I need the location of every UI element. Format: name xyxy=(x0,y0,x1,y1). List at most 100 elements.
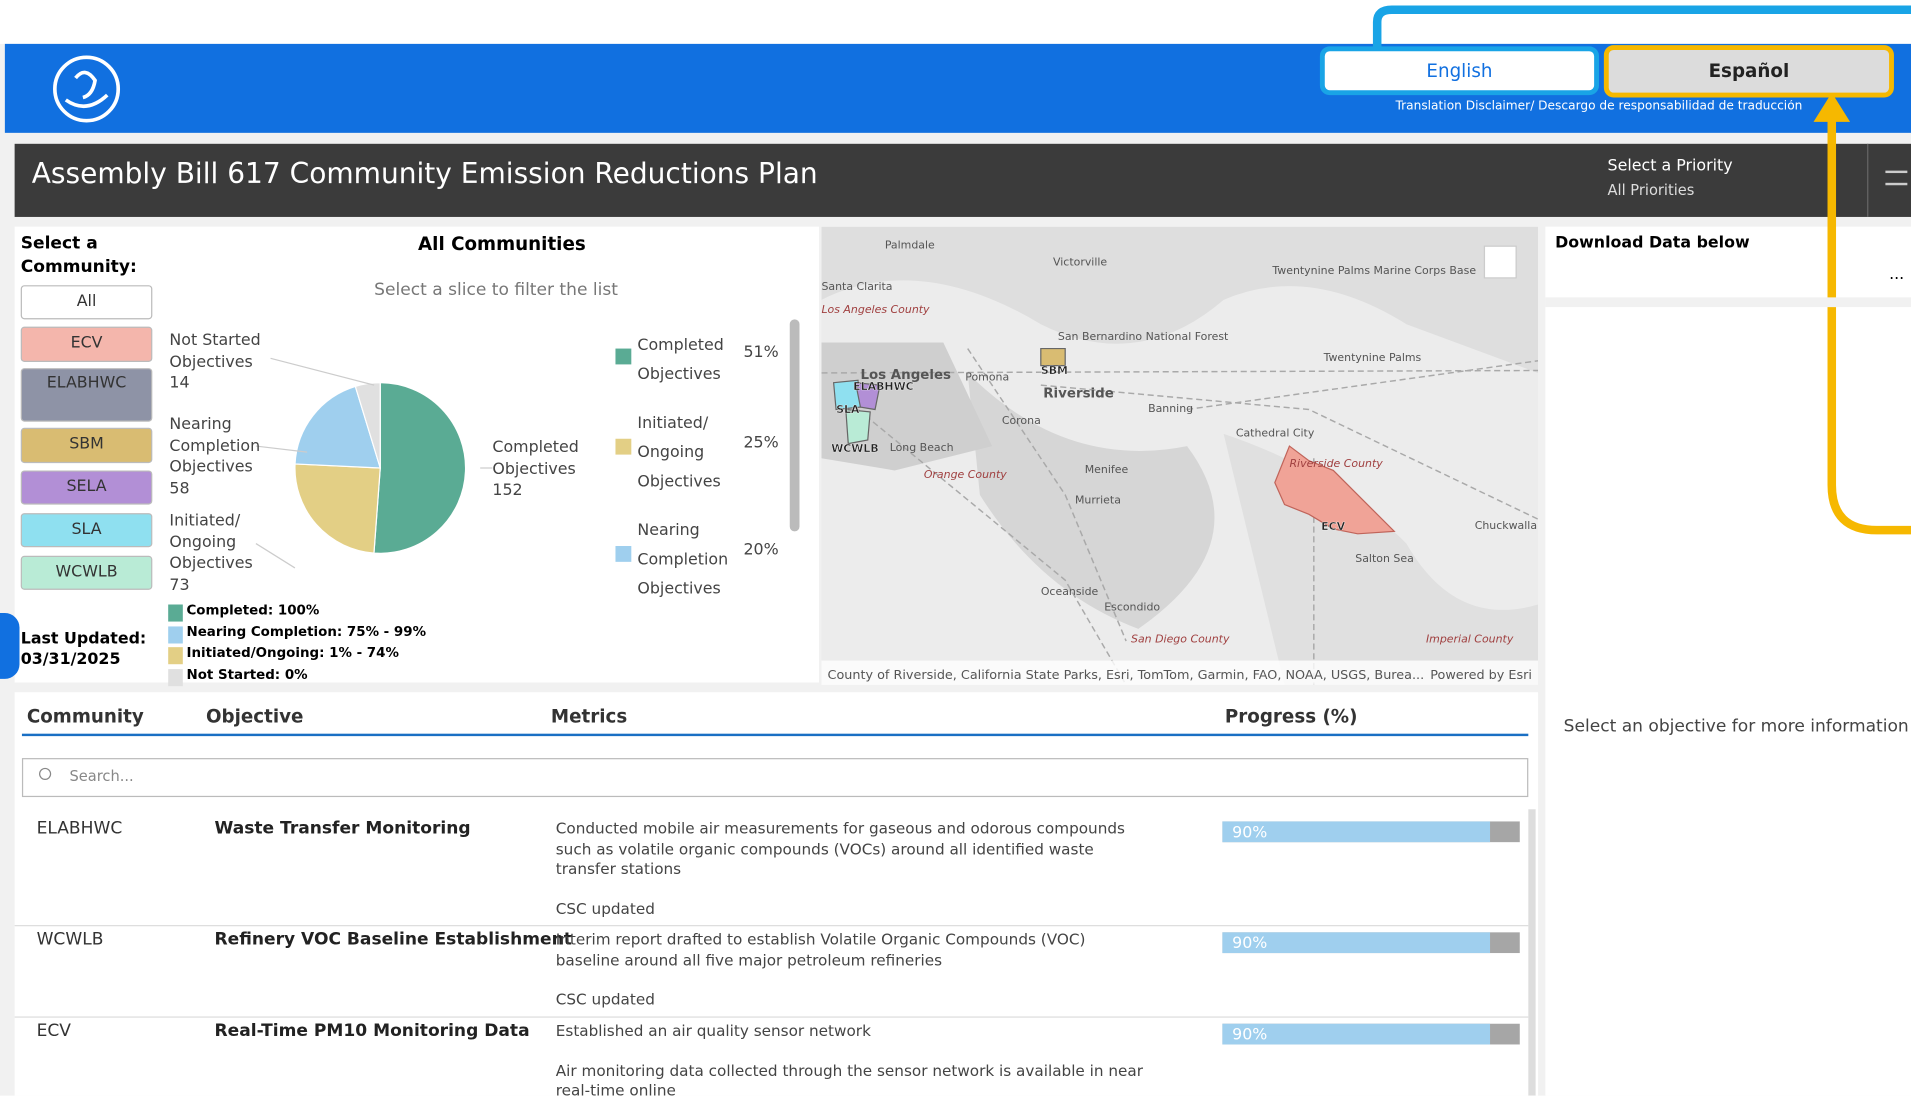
legend-text[interactable]: Initiated/ Ongoing Objectives xyxy=(637,410,737,498)
map-label: ELABHWC xyxy=(853,380,914,393)
column-header[interactable]: Objective xyxy=(206,706,303,728)
language-button[interactable]: Español xyxy=(1604,45,1894,97)
side-divider xyxy=(1545,297,1911,307)
header-underline xyxy=(22,734,1528,736)
map-label: Santa Clarita xyxy=(821,280,892,293)
map-label: Escondido xyxy=(1104,601,1160,614)
selector-label: Select a Community: xyxy=(21,233,137,279)
community-button[interactable]: SBM xyxy=(21,428,153,463)
search-icon xyxy=(39,768,51,780)
search-placeholder: Search... xyxy=(69,768,133,785)
map-label: Banning xyxy=(1148,402,1193,415)
map-label: Orange County xyxy=(924,468,1007,481)
map-label: Twentynine Palms xyxy=(1323,351,1422,364)
map-label: Pomona xyxy=(965,370,1009,383)
cell-objective[interactable]: Waste Transfer Monitoring xyxy=(215,819,471,839)
table-scrollbar xyxy=(1528,809,1535,1095)
logo xyxy=(49,54,125,127)
pie-slice xyxy=(295,464,380,553)
scale-swatch xyxy=(168,605,183,622)
scale-swatch xyxy=(168,626,183,643)
map-label: San Bernardino National Forest xyxy=(1058,330,1229,343)
home-button[interactable] xyxy=(1484,246,1516,278)
scale-label: Not Started: 0% xyxy=(186,666,307,682)
legend-percent: 20% xyxy=(743,541,778,559)
column-header[interactable]: Metrics xyxy=(551,706,627,728)
language-button[interactable]: English xyxy=(1320,46,1599,95)
legend-text[interactable]: Completed Objectives xyxy=(637,332,737,391)
legend-scrollbar xyxy=(790,319,800,531)
metric-line: Interim report drafted to establish Vola… xyxy=(556,930,1153,970)
cell-community[interactable]: WCWLB xyxy=(37,930,104,950)
callout-label: Initiated/ Ongoing Objectives73 xyxy=(169,511,267,596)
side-hint: Select an objective for more information xyxy=(1564,717,1909,737)
scale-label: Initiated/Ongoing: 1% - 74% xyxy=(186,645,398,661)
map-label: Riverside County xyxy=(1289,457,1383,470)
community-button[interactable]: All xyxy=(21,285,153,319)
map-label: Cathedral City xyxy=(1236,426,1315,439)
callout-category: Initiated/ Ongoing Objectives xyxy=(169,511,267,575)
cell-community[interactable]: ECV xyxy=(37,1021,71,1041)
callout-value: 58 xyxy=(169,478,269,499)
cell-metrics: Interim report drafted to establish Vola… xyxy=(556,930,1153,1010)
map-label: Victorville xyxy=(1053,256,1107,269)
side-menu[interactable]: ... xyxy=(1889,266,1904,284)
last-updated-date: 03/31/2025 xyxy=(21,651,121,669)
scale-label: Completed: 100% xyxy=(186,602,319,618)
map-label: Imperial County xyxy=(1426,632,1514,645)
legend-swatch[interactable] xyxy=(615,439,631,455)
scale-swatch xyxy=(168,668,183,685)
scale-swatch xyxy=(168,647,183,664)
cell-metrics: Conducted mobile air measurements for ga… xyxy=(556,819,1153,919)
priority-label[interactable]: Select a Priority xyxy=(1608,157,1733,175)
menu-icon[interactable] xyxy=(1867,144,1911,217)
callout-category: Nearing Completion Objectives xyxy=(169,414,269,478)
priority-value[interactable]: All Priorities xyxy=(1608,182,1695,199)
community-button[interactable]: WCWLB xyxy=(21,556,153,590)
column-header[interactable]: Progress (%) xyxy=(1225,706,1358,728)
callout-value: 14 xyxy=(169,373,267,394)
cell-objective[interactable]: Real-Time PM10 Monitoring Data xyxy=(215,1021,530,1041)
page-body: PalmdaleVictorvilleSanta ClaritaLos Ange… xyxy=(0,0,1911,1096)
callout-category: Completed Objectives xyxy=(492,438,590,481)
search-box[interactable] xyxy=(22,758,1528,797)
callout-value: 152 xyxy=(492,480,590,501)
map-label: Chuckwalla Mountains xyxy=(1475,519,1538,532)
legend-percent: 51% xyxy=(743,344,778,362)
map-label: Palmdale xyxy=(885,239,935,252)
side-toggle[interactable] xyxy=(0,613,20,679)
map-powered-by: Powered by Esri xyxy=(1430,668,1532,683)
pie-slice xyxy=(374,383,466,554)
community-button[interactable]: SELA xyxy=(21,470,153,504)
last-updated-label: Last Updated: xyxy=(21,630,147,648)
cell-community[interactable]: ELABHWC xyxy=(37,819,123,839)
cell-metrics: Established an air quality sensor networ… xyxy=(556,1021,1153,1095)
map-label: Oceanside xyxy=(1041,585,1099,598)
community-button[interactable]: ELABHWC xyxy=(21,368,153,422)
map-label: Salton Sea xyxy=(1355,552,1414,565)
column-header[interactable]: Community xyxy=(27,706,144,728)
legend-text[interactable]: Nearing Completion Objectives xyxy=(637,517,737,605)
community-button[interactable]: SLA xyxy=(21,513,153,547)
map-label: Corona xyxy=(1002,414,1041,427)
metric-line: CSC updated xyxy=(556,990,1153,1010)
map-label: San Diego County xyxy=(1131,632,1230,645)
disclaimer-link[interactable]: Translation Disclaimer/ Descargo de resp… xyxy=(1395,100,1822,113)
map-label: Menifee xyxy=(1085,463,1129,476)
map-label: Twentynine Palms Marine Corps Base xyxy=(1271,264,1476,277)
cell-objective[interactable]: Refinery VOC Baseline Establishment xyxy=(215,930,572,950)
legend-swatch[interactable] xyxy=(615,546,631,562)
callout-line xyxy=(271,358,375,385)
map-label: Long Beach xyxy=(890,441,954,454)
legend-percent: 25% xyxy=(743,434,778,452)
chart-subtitle: Select a slice to filter the list xyxy=(374,280,618,300)
map-label: Murrieta xyxy=(1075,493,1121,506)
metric-line: Established an air quality sensor networ… xyxy=(556,1021,1153,1041)
callout-value: 73 xyxy=(169,575,267,596)
community-button[interactable]: ECV xyxy=(21,327,153,362)
legend-swatch[interactable] xyxy=(615,349,631,365)
map-attribution: County of Riverside, California State Pa… xyxy=(828,668,1425,683)
